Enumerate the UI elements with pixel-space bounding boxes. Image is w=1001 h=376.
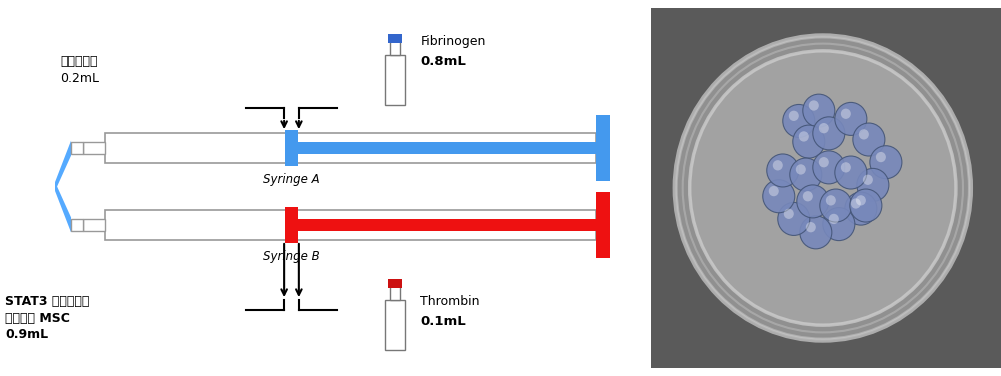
Circle shape [784,209,794,219]
Circle shape [763,180,795,213]
Circle shape [799,131,809,142]
Bar [291,142,596,154]
Circle shape [823,208,855,241]
Bar [596,192,610,258]
Bar [105,133,596,163]
Text: Thrombin: Thrombin [420,295,479,308]
Circle shape [803,191,813,202]
Circle shape [845,192,877,225]
Circle shape [829,214,839,224]
Circle shape [778,202,810,235]
Bar [83,142,105,154]
Bar [596,115,610,181]
Circle shape [803,94,835,127]
Circle shape [819,123,829,133]
Bar [385,55,405,105]
Circle shape [859,129,869,139]
Circle shape [773,160,783,170]
Circle shape [835,102,867,135]
Circle shape [851,198,861,209]
Text: 0.8mL: 0.8mL [420,55,466,68]
Bar [71,142,83,154]
Circle shape [769,186,779,196]
Circle shape [841,109,851,119]
Circle shape [819,157,829,167]
Bar [285,130,298,166]
Text: 0.9mL: 0.9mL [5,328,48,341]
Polygon shape [55,182,71,232]
Circle shape [690,51,956,325]
Bar [71,219,83,231]
Circle shape [863,174,873,185]
Circle shape [809,100,819,111]
Bar [83,219,105,231]
Bar [291,219,596,231]
Text: 히알루론산: 히알루론산 [60,55,97,68]
Circle shape [850,189,882,222]
Circle shape [797,185,829,218]
Circle shape [800,216,832,249]
Circle shape [856,195,866,206]
Text: Fibrinogen: Fibrinogen [420,35,485,48]
Circle shape [783,105,815,138]
Circle shape [793,125,825,158]
Bar [388,34,402,43]
Bar [390,286,400,300]
Circle shape [876,152,886,162]
Circle shape [767,154,799,187]
Circle shape [820,189,852,222]
Text: 0.1mL: 0.1mL [420,315,466,328]
Circle shape [796,164,806,174]
Circle shape [826,195,836,206]
Polygon shape [55,141,71,191]
Bar [388,279,402,288]
Circle shape [841,162,851,173]
Circle shape [870,146,902,179]
Text: Syringe B: Syringe B [263,250,319,263]
Circle shape [813,117,845,150]
Circle shape [835,156,867,189]
Circle shape [857,168,889,202]
Text: 0.2mL: 0.2mL [60,72,99,85]
Bar [385,300,405,350]
Circle shape [789,111,799,121]
Text: Syringe A: Syringe A [263,173,319,186]
Circle shape [675,35,971,341]
Bar [105,210,596,240]
Bar [390,41,400,55]
Bar [285,207,298,243]
Text: STAT3 활성억제된: STAT3 활성억제된 [5,295,89,308]
Circle shape [813,151,845,184]
Circle shape [806,222,816,232]
Circle shape [853,123,885,156]
Text: 골관절염 MSC: 골관절염 MSC [5,312,70,325]
Circle shape [790,158,822,191]
